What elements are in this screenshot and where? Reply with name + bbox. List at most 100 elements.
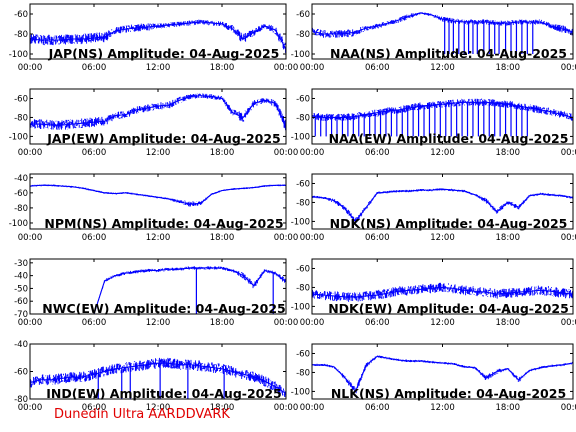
panel-title: NPM(NS) Amplitude: 04-Aug-2025 [44,216,283,231]
y-tick-label: -100 [291,387,310,397]
x-tick-label: 00:00 [300,63,325,73]
x-tick-label: 12:00 [146,233,171,243]
panel-title: NDK(EW) Amplitude: 04-Aug-2025 [328,301,569,316]
x-tick-label: 12:00 [430,403,455,413]
y-tick-label: -40 [14,272,28,282]
x-tick-label: 18:00 [210,148,235,158]
panel-9: 00:00 06:00 12:00 18:00 00:00 -60 -80 -100 NLK(N… [291,343,576,413]
panel-title: NDK(NS) Amplitude: 04-Aug-2025 [330,216,568,231]
series-line [312,101,573,118]
x-tick-label: 12:00 [430,318,455,328]
y-tick-label: -100 [9,219,28,229]
series-trace [312,282,573,302]
x-tick-label: 00:00 [300,148,325,158]
x-tick-label: 00:00 [300,318,325,328]
x-tick-label: 18:00 [210,233,235,243]
series-line [30,184,286,205]
panel-8: 00:00 06:00 12:00 18:00 00:00 -40 -60 -80 IND(EW… [14,340,298,413]
y-tick-label: -40 [14,340,28,350]
panel-title: NWC(EW) Amplitude: 04-Aug-2025 [42,301,285,316]
y-tick-label: -60 [296,94,310,104]
y-tick-label: -80 [14,395,28,405]
panel-title: JAP(EW) Amplitude: 04-Aug-2025 [46,131,281,146]
x-tick-label: 18:00 [496,403,521,413]
x-tick-label: 00:00 [274,403,299,413]
x-tick-label: 00:00 [18,148,43,158]
series-line [312,12,573,35]
panel-title: NAA(NS) Amplitude: 04-Aug-2025 [330,46,567,61]
x-tick-label: 06:00 [82,318,107,328]
x-tick-label: 18:00 [496,148,521,158]
series-line [312,355,573,392]
y-tick-label: -80 [296,368,310,378]
panel-5: 00:00 06:00 12:00 18:00 00:00 -60 -80 -100 NDK(N… [291,173,576,243]
x-tick-label: 00:00 [274,148,299,158]
x-tick-label: 18:00 [210,63,235,73]
panel-title: NLK(NS) Amplitude: 04-Aug-2025 [331,386,566,401]
y-tick-label: -100 [291,302,310,312]
x-tick-label: 00:00 [18,233,43,243]
x-tick-label: 18:00 [210,318,235,328]
x-tick-label: 00:00 [18,318,43,328]
y-tick-label: -100 [291,50,310,60]
series-line [30,362,286,394]
x-tick-label: 00:00 [300,403,325,413]
x-tick-label: 12:00 [146,318,171,328]
y-tick-label: -60 [296,179,310,189]
x-tick-label: 12:00 [146,63,171,73]
y-tick-label: -80 [296,30,310,40]
panel-4: 00:00 06:00 12:00 18:00 00:00 -40 -60 -80 -100 NP… [9,173,299,243]
x-tick-label: 00:00 [561,148,576,158]
series-trace [312,12,573,38]
x-tick-label: 18:00 [496,63,521,73]
x-tick-label: 06:00 [365,148,390,158]
y-tick-label: -60 [14,368,28,378]
y-tick-label: -100 [9,132,28,142]
panel-title: NAA(EW) Amplitude: 04-Aug-2025 [329,131,569,146]
y-tick-label: -60 [14,10,28,20]
x-tick-label: 18:00 [496,233,521,243]
y-tick-label: -100 [9,50,28,60]
x-tick-label: 00:00 [274,318,299,328]
panel-title: JAP(NS) Amplitude: 04-Aug-2025 [48,46,280,61]
y-tick-label: -60 [14,94,28,104]
panel-2: 00:00 06:00 12:00 18:00 00:00 -60 -80 -100 JAP(E… [9,88,299,158]
series-line [312,188,573,222]
panel-6: 00:00 06:00 12:00 18:00 00:00 -30 -40 -50 -60 -70… [14,258,299,328]
y-tick-label: -80 [296,283,310,293]
x-tick-label: 00:00 [561,233,576,243]
x-tick-label: 18:00 [496,318,521,328]
x-tick-label: 06:00 [365,403,390,413]
x-tick-label: 00:00 [274,233,299,243]
x-tick-label: 06:00 [365,233,390,243]
footer-label: Dunedin Ultra AARDDVARK [54,407,230,422]
y-tick-label: -70 [14,310,28,320]
y-tick-label: -60 [296,264,310,274]
y-tick-label: -30 [14,259,28,269]
y-tick-label: -80 [14,204,28,214]
x-tick-label: 18:00 [210,403,235,413]
y-tick-label: -80 [14,113,28,123]
x-tick-label: 12:00 [430,148,455,158]
x-tick-label: 12:00 [430,63,455,73]
x-tick-label: 06:00 [82,403,107,413]
series-trace [312,98,573,121]
series-line [30,21,286,50]
y-tick-label: -60 [296,349,310,359]
y-tick-label: -50 [14,284,28,294]
y-tick-label: -100 [291,132,310,142]
x-tick-label: 06:00 [365,63,390,73]
x-tick-label: 12:00 [146,148,171,158]
x-tick-label: 00:00 [561,318,576,328]
x-tick-label: 00:00 [300,233,325,243]
panel-1: 00:00 06:00 12:00 18:00 00:00 -60 -80 -100 NAA(N… [291,3,576,73]
y-tick-label: -80 [296,113,310,123]
x-tick-label: 06:00 [365,318,390,328]
y-tick-label: -100 [291,217,310,227]
panel-3: 00:00 06:00 12:00 18:00 00:00 -60 -80 -100 NAA(E… [291,88,576,158]
series-line [30,267,286,314]
x-tick-label: 00:00 [18,403,43,413]
series-line [312,286,573,298]
y-tick-label: -80 [14,30,28,40]
